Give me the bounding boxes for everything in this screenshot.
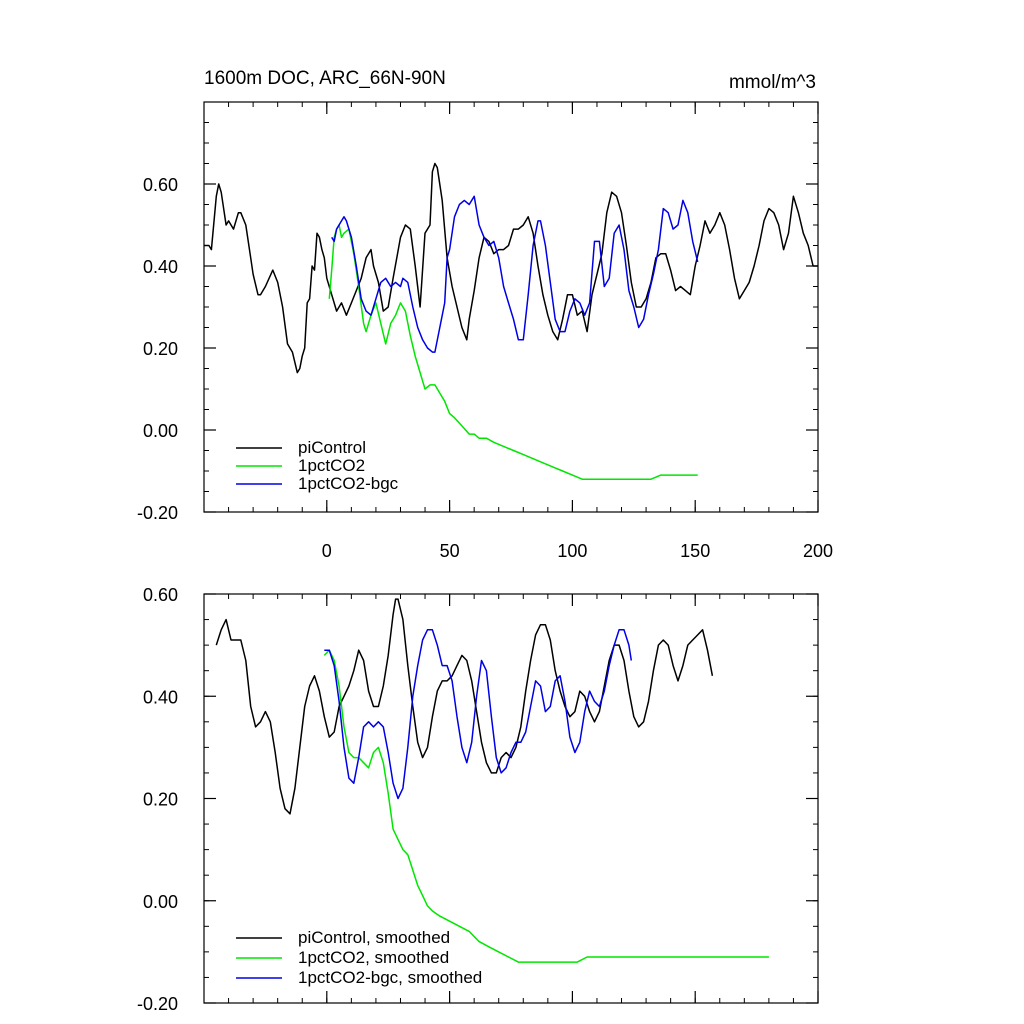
series-line-1 — [215, 598, 714, 815]
y-tick-label: 0.00 — [143, 421, 178, 441]
series-line-3 — [324, 629, 633, 800]
y-tick-label: 0.40 — [143, 687, 178, 707]
x-tick-label: 0 — [322, 541, 332, 561]
legend-label: 1pctCO2-bgc, smoothed — [298, 968, 482, 987]
series-line-2 — [323, 649, 769, 963]
x-tick-label: 200 — [803, 541, 833, 561]
series-line-2 — [328, 224, 698, 480]
y-tick-label: -0.20 — [137, 994, 178, 1014]
legend-label: piControl — [298, 438, 366, 457]
x-tick-label: 100 — [557, 541, 587, 561]
y-tick-label: 0.40 — [143, 257, 178, 277]
units-label: mmol/m^3 — [729, 72, 816, 93]
y-tick-label: 0.60 — [143, 585, 178, 605]
top-panel: -0.20 0.00 0.20 0.40 0.60 0 50 100 150 200 1600m D… — [137, 68, 833, 561]
bottom-panel: -0.20 0.00 0.20 0.40 0.60 piControl, smoothed… — [137, 585, 819, 1014]
legend-label: 1pctCO2 — [298, 456, 365, 475]
series-line-1 — [204, 162, 818, 374]
y-tick-label: 0.20 — [143, 790, 178, 810]
y-tick-label: -0.20 — [137, 503, 178, 523]
series-line-3 — [331, 195, 699, 353]
legend-label: 1pctCO2-bgc — [298, 474, 399, 493]
y-tick-label: 0.20 — [143, 339, 178, 359]
x-tick-label: 150 — [680, 541, 710, 561]
plot-frame — [203, 593, 819, 1004]
plot-frame — [203, 101, 819, 513]
legend-label: 1pctCO2, smoothed — [298, 948, 449, 967]
y-tick-label: 0.60 — [143, 175, 178, 195]
legend-label: piControl, smoothed — [298, 928, 450, 947]
y-tick-label: 0.00 — [143, 892, 178, 912]
x-tick-label: 50 — [440, 541, 460, 561]
chart-title: 1600m DOC, ARC_66N-90N — [204, 68, 446, 89]
